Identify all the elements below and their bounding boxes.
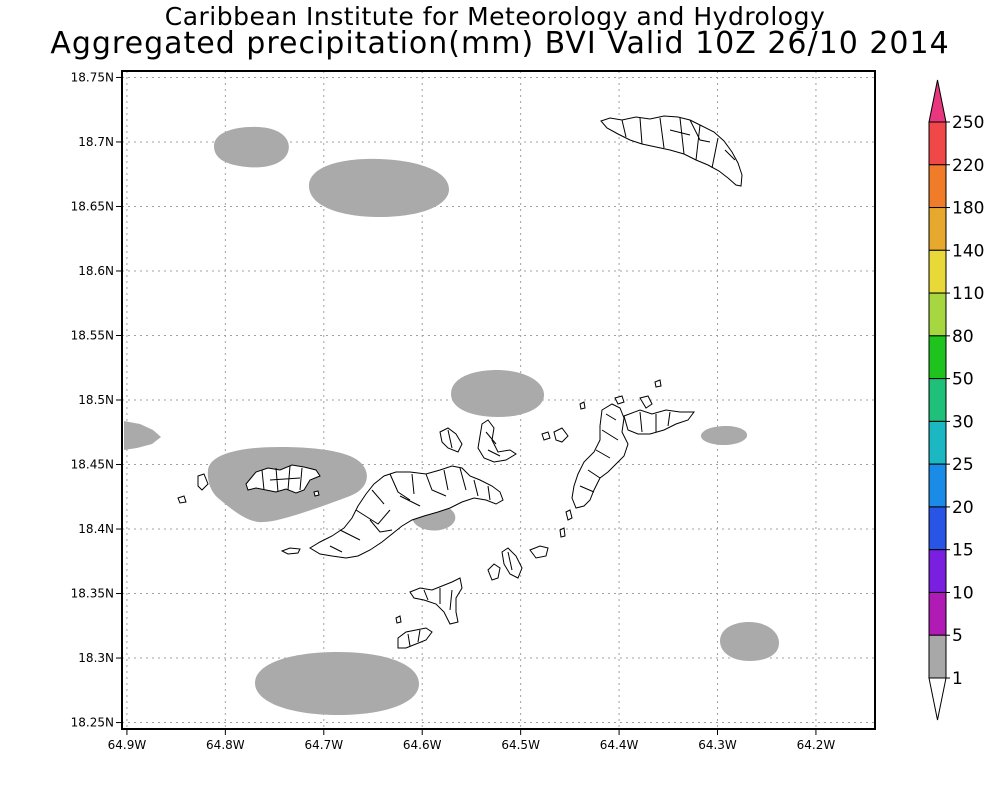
lat-tick-label: 18.4N (78, 522, 114, 536)
precip-area-north-center (309, 158, 450, 217)
precip-area-central-north (451, 370, 545, 417)
colorbar-segment (928, 207, 947, 251)
colorbar-segment (928, 378, 947, 422)
lon-tick-label: 64.9W (108, 738, 147, 752)
precip-area-west-edge (124, 421, 161, 450)
precip-area-southeast (720, 622, 779, 661)
colorbar-segment (928, 549, 947, 593)
precip-area-south (255, 652, 419, 715)
colorbar-segment (928, 420, 947, 465)
lon-tick-label: 64.7W (304, 738, 343, 752)
lat-tick-label: 18.35N (71, 587, 114, 601)
island-tortola (280, 465, 504, 559)
lat-tick-label: 18.25N (71, 716, 114, 730)
colorbar-segment (928, 249, 947, 294)
map-frame (121, 70, 876, 730)
colorbar-label: 20 (952, 498, 974, 518)
colorbar-segment (928, 292, 947, 337)
island-cooper-island (559, 509, 573, 538)
precipitation-areas (124, 126, 779, 715)
colorbar-label: 180 (952, 199, 984, 219)
lat-tick-label: 18.45N (71, 458, 114, 472)
colorbar-label: 1 (952, 669, 963, 689)
colorbar-label: 110 (952, 284, 984, 304)
precip-area-nw-small (214, 126, 289, 168)
colorbar-segment (928, 506, 947, 551)
lon-tick-label: 64.4W (600, 738, 639, 752)
islands (177, 115, 743, 649)
map-title-line-1: Caribbean Institute for Meteorology and … (164, 2, 826, 31)
colorbar-segment (928, 335, 947, 380)
lat-tick-label: 18.7N (78, 135, 114, 149)
island-scrub-island (177, 490, 549, 624)
lat-tick-label: 18.5N (78, 393, 114, 407)
colorbar-top-arrow (928, 79, 947, 123)
precip-area-east (700, 426, 748, 445)
lat-tick-label: 18.55N (71, 328, 114, 342)
colorbar-label: 15 (952, 541, 974, 561)
island-peter-island (409, 577, 463, 625)
colorbar-segment (928, 634, 947, 679)
colorbar-label: 250 (952, 113, 984, 133)
map-title-line-2: Aggregated precipitation(mm) BVI Valid 1… (50, 26, 950, 61)
colorbar-segment (928, 591, 947, 636)
colorbar: 250 220 180 140 110 80 50 30 25 20 15 10 5 1 (928, 79, 984, 721)
colorbar-label: 50 (952, 370, 974, 390)
colorbar-segment (928, 121, 947, 166)
colorbar-label: 140 (952, 241, 984, 261)
lon-tick-label: 64.3W (698, 738, 737, 752)
lon-tick-label: 64.2W (797, 738, 836, 752)
lat-tick-label: 18.75N (71, 70, 114, 84)
island-salt-island (487, 547, 523, 581)
island-anegada (600, 115, 743, 187)
colorbar-segment (928, 164, 947, 209)
island-jost-van-dyke (439, 427, 463, 453)
lon-tick-label: 64.6W (403, 738, 442, 752)
colorbar-label: 80 (952, 327, 974, 347)
island-great-camanoe (541, 427, 569, 443)
colorbar-label: 25 (952, 455, 974, 475)
lat-tick-label: 18.3N (78, 651, 114, 665)
colorbar-label: 30 (952, 412, 974, 432)
colorbar-bottom-arrow (928, 677, 947, 721)
colorbar-segment (928, 463, 947, 508)
lat-tick-label: 18.6N (78, 264, 114, 278)
island-st-thomas (197, 464, 321, 494)
colorbar-label: 10 (952, 583, 974, 603)
island-norman-island (397, 627, 433, 649)
colorbar-label: 5 (952, 626, 963, 646)
colorbar-label: 220 (952, 156, 984, 176)
island-virgin-gorda (571, 379, 695, 509)
lon-tick-label: 64.8W (206, 738, 245, 752)
lon-tick-label: 64.5W (501, 738, 540, 752)
island-guana-island (477, 419, 517, 463)
lat-tick-label: 18.65N (71, 199, 114, 213)
